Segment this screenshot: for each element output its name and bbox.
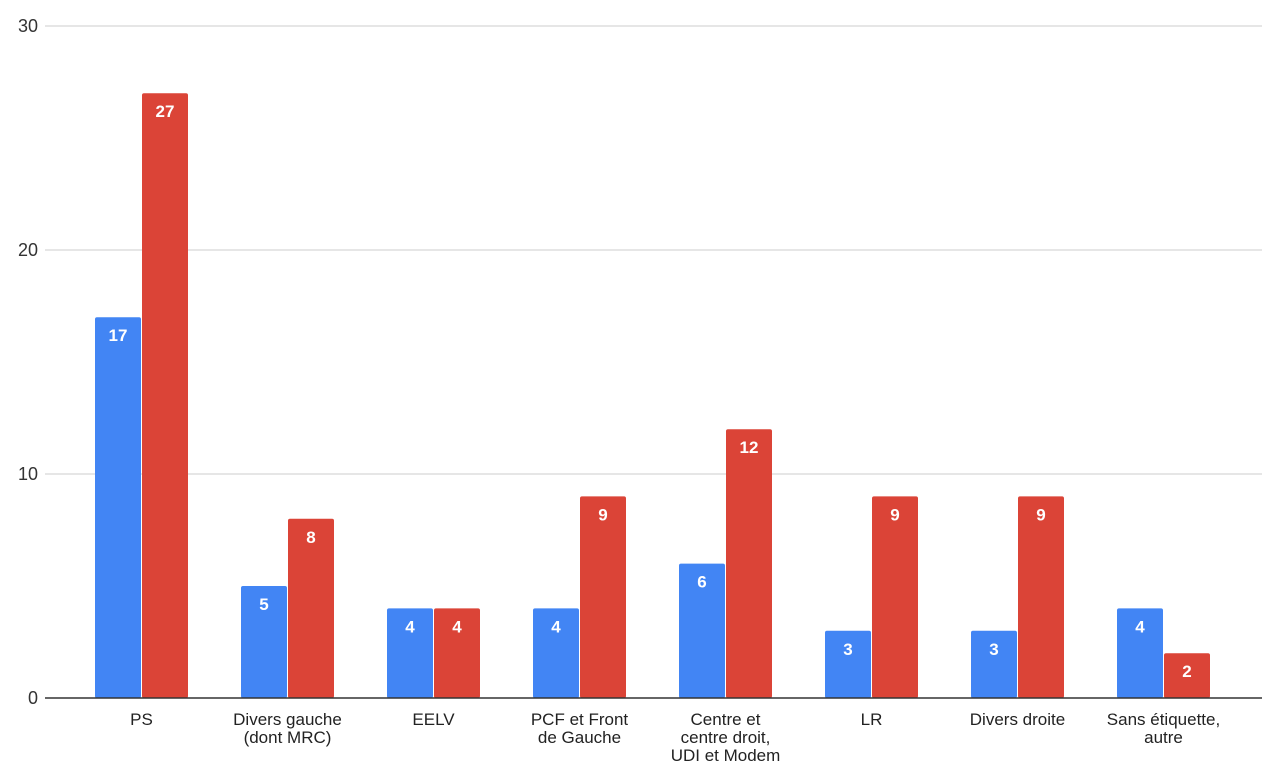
data-labels-layer: 17 27 5 8 4 4 4 9 6 12 3 9 3 9 4 2	[109, 102, 1192, 681]
bar	[387, 608, 433, 698]
bar	[95, 317, 141, 698]
x-category-label: EELV	[412, 710, 455, 729]
x-category-label-line: de Gauche	[538, 728, 621, 747]
bar	[1018, 496, 1064, 698]
x-category-label: LR	[861, 710, 883, 729]
x-category-label: PCF et Front de Gauche	[531, 710, 629, 747]
x-category-label: Sans étiquette, autre	[1107, 710, 1220, 747]
bar	[679, 563, 725, 698]
data-label: 9	[1036, 505, 1045, 524]
bar	[872, 496, 918, 698]
y-tick-label: 10	[18, 464, 38, 484]
bar	[1117, 608, 1163, 698]
bar	[434, 608, 480, 698]
x-category-label: Divers gauche (dont MRC)	[233, 710, 342, 747]
data-label: 4	[1135, 617, 1145, 636]
data-label: 6	[697, 573, 706, 592]
data-label: 2	[1182, 662, 1191, 681]
x-category-label-line: EELV	[412, 710, 455, 729]
data-label: 9	[890, 505, 899, 524]
data-label: 4	[452, 617, 462, 636]
x-category-label-line: (dont MRC)	[244, 728, 332, 747]
x-category-label-line: Sans étiquette,	[1107, 710, 1220, 729]
x-category-label-line: Centre et	[691, 710, 761, 729]
data-label: 12	[740, 438, 759, 457]
data-label: 3	[843, 640, 852, 659]
data-label: 4	[405, 617, 415, 636]
bar	[241, 586, 287, 698]
x-category-label: Centre et centre droit, UDI et Modem	[671, 710, 781, 765]
bar	[288, 518, 334, 698]
y-tick-label: 30	[18, 16, 38, 36]
data-label: 8	[306, 528, 315, 547]
bar	[1164, 653, 1210, 698]
x-category-label-line: Divers droite	[970, 710, 1065, 729]
bars-layer	[95, 93, 1210, 698]
x-category-label-line: PS	[130, 710, 153, 729]
data-label: 4	[551, 617, 561, 636]
bar	[825, 630, 871, 698]
x-category-label-line: LR	[861, 710, 883, 729]
x-category-label-line: Divers gauche	[233, 710, 342, 729]
axis-layer: 0 10 20 30 PS Divers gauche (dont MRC) EELV PCF …	[18, 16, 1262, 765]
data-label: 27	[156, 102, 175, 121]
data-label: 5	[259, 595, 268, 614]
x-category-label-line: autre	[1144, 728, 1183, 747]
bar	[580, 496, 626, 698]
bar	[726, 429, 772, 698]
y-tick-label: 0	[28, 688, 38, 708]
data-label: 3	[989, 640, 998, 659]
data-label: 9	[598, 505, 607, 524]
bar	[971, 630, 1017, 698]
bar	[142, 93, 188, 698]
x-category-label-line: PCF et Front	[531, 710, 629, 729]
y-tick-label: 20	[18, 240, 38, 260]
bar	[533, 608, 579, 698]
x-category-label-line: centre droit,	[681, 728, 771, 747]
grid-layer	[45, 25, 1262, 475]
x-category-label-line: UDI et Modem	[671, 746, 781, 765]
data-label: 17	[109, 326, 128, 345]
x-category-label: Divers droite	[970, 710, 1065, 729]
x-category-label: PS	[130, 710, 153, 729]
